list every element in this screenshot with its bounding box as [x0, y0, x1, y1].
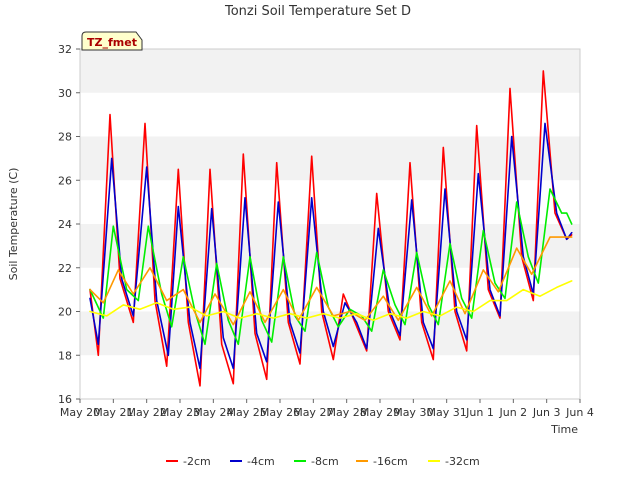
x-tick-label: May 26	[260, 406, 300, 419]
x-tick-label: May 21	[93, 406, 133, 419]
badge-box	[81, 31, 143, 51]
series-line-32cm	[89, 280, 573, 322]
x-tick-label: Jun 1	[465, 406, 494, 419]
series-line-8cm	[89, 188, 573, 346]
legend-label: -16cm	[373, 455, 408, 468]
badge-label: TZ_fmet	[87, 36, 137, 49]
y-tick-label: 18	[58, 349, 72, 362]
legend-label: -4cm	[247, 455, 275, 468]
legend-label: -32cm	[445, 455, 480, 468]
grid-band	[80, 49, 580, 93]
y-tick-label: 30	[58, 87, 72, 100]
series-lines	[89, 70, 573, 387]
x-tick-label: Jun 3	[532, 406, 561, 419]
x-axis-label: Time	[550, 423, 578, 436]
x-tick-label: Jun 2	[498, 406, 527, 419]
y-axis-label: Soil Temperature (C)	[7, 168, 20, 281]
x-tick-label: May 27	[293, 406, 333, 419]
grid-band	[80, 136, 580, 181]
y-axis: 16 18 20 22 24 26 28 30 32	[58, 43, 80, 406]
x-tick-label: May 30	[393, 406, 433, 419]
x-tick-label: Jun 4	[565, 406, 594, 419]
x-tick-label: May 29	[360, 406, 400, 419]
y-tick-label: 20	[58, 306, 72, 319]
y-tick-label: 32	[58, 43, 72, 56]
series-line-2cm	[89, 70, 573, 387]
grid-band	[80, 180, 580, 224]
y-tick-label: 24	[58, 218, 72, 231]
y-tick-label: 16	[58, 393, 72, 406]
y-tick-label: 22	[58, 262, 72, 275]
badge: TZ_fmet	[81, 31, 143, 51]
x-tick-label: May 24	[193, 406, 233, 419]
series-line-4cm	[89, 122, 573, 370]
x-tick-label: May 28	[327, 406, 367, 419]
legend-label: -2cm	[183, 455, 211, 468]
x-tick-label: May 23	[160, 406, 200, 419]
grid-band	[80, 92, 580, 137]
x-tick-label: May 25	[227, 406, 267, 419]
x-tick-label: May 31	[427, 406, 467, 419]
grid-band	[80, 355, 580, 399]
legend: -2cm -4cm -8cm -16cm -32cm	[166, 455, 480, 468]
x-tick-label: May 20	[60, 406, 100, 419]
plot-background	[80, 49, 580, 399]
x-tick-label: May 22	[127, 406, 167, 419]
y-tick-label: 28	[58, 131, 72, 144]
y-tick-label: 26	[58, 174, 72, 187]
chart-title: Tonzi Soil Temperature Set D	[224, 4, 411, 19]
grid-band	[80, 224, 580, 268]
legend-label: -8cm	[311, 455, 339, 468]
